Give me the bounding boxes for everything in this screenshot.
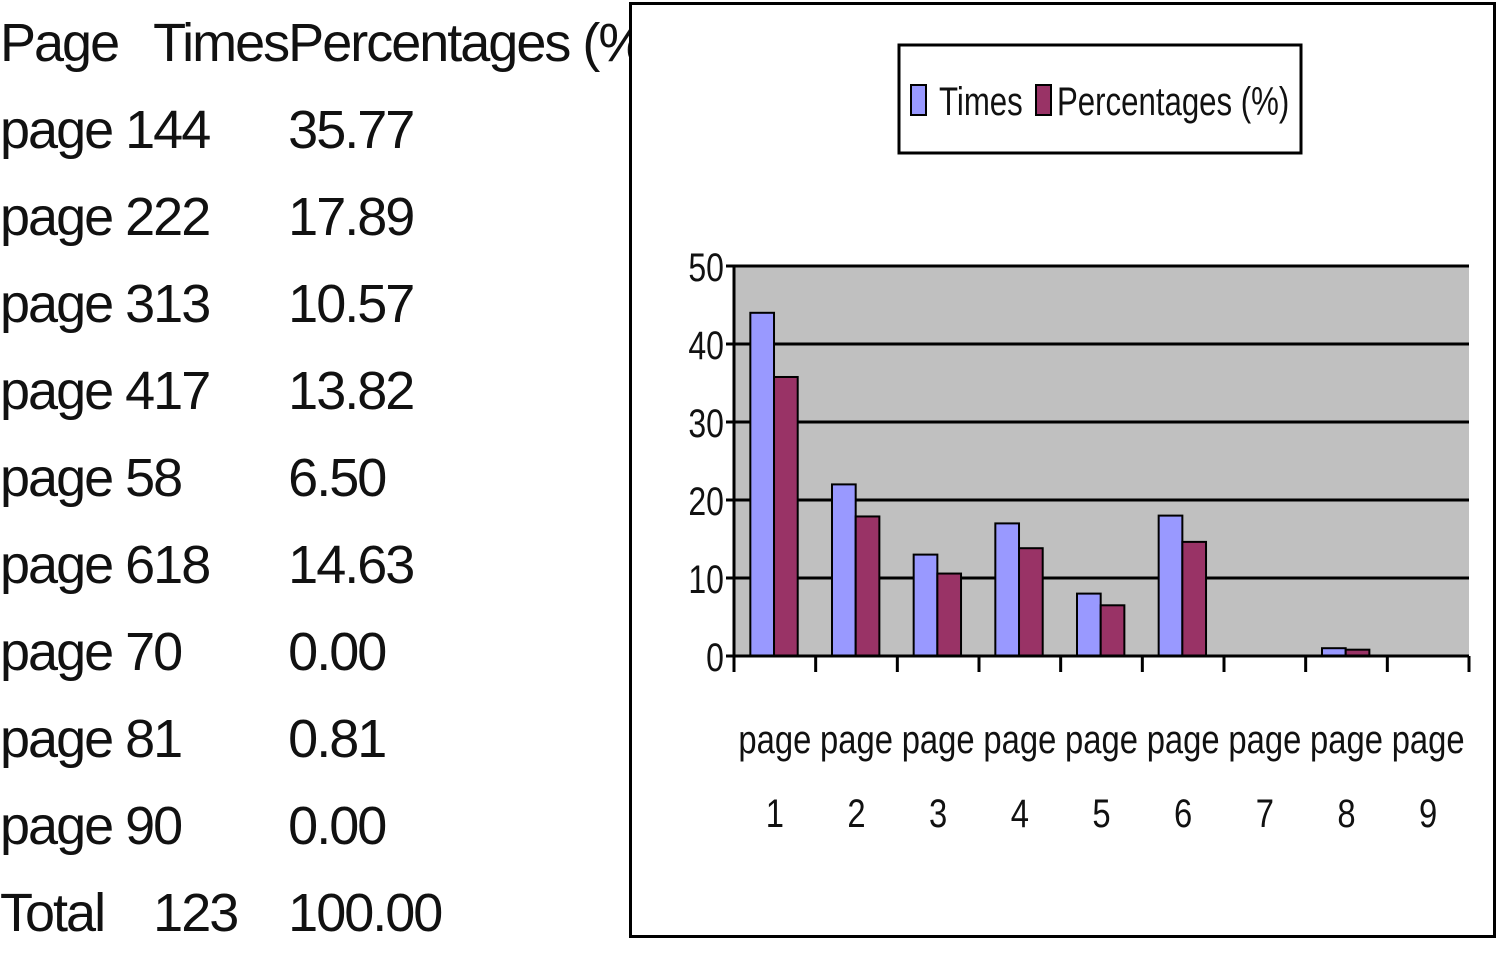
table-row: page 3 13 10.57 [0,261,660,348]
table-row: page 8 1 0.81 [0,696,660,783]
table-row: page 7 0 0.00 [0,609,660,696]
cell-times: 44 [153,100,211,160]
cell-page: page 1 [0,100,155,160]
cell-page: Total [0,883,106,943]
header-times: Times [153,13,290,73]
bar-percentages [854,515,881,658]
bar-percentages [1181,540,1208,657]
cell-times: 0 [153,622,183,682]
y-tick-label: 30 [688,401,724,446]
cell-percentage: 14.63 [288,535,415,595]
legend-label: Times [939,79,1023,124]
cell-page: page 4 [0,361,155,421]
table-row: Total 123 100.00 [0,870,660,957]
table-row: page 6 18 14.63 [0,522,660,609]
cell-times: 18 [153,535,211,595]
y-tick-label: 40 [688,323,724,368]
bar-times [1157,514,1184,657]
table-row: page 5 8 6.50 [0,435,660,522]
x-category-label: page 9 [1392,717,1465,836]
cell-percentage: 0.00 [288,622,387,682]
cell-times: 13 [153,274,211,334]
cell-page: page 5 [0,448,155,508]
x-category-label: page 8 [1310,717,1383,836]
legend-swatch [1035,84,1052,116]
cell-percentage: 10.57 [288,274,415,334]
table-row: page 9 0 0.00 [0,783,660,870]
table-row: page 2 22 17.89 [0,174,660,261]
x-category-label: page 4 [983,717,1056,836]
cell-times: 1 [153,709,183,769]
x-category-label: page 2 [820,717,893,836]
table-header-row: Page Times Percentages (%) [0,0,662,87]
cell-percentage: 17.89 [288,187,415,247]
bar-times [749,311,776,657]
cell-page: page 9 [0,796,155,856]
y-tick-label: 50 [688,245,724,290]
legend-label: Percentages (%) [1057,79,1289,124]
cell-times: 17 [153,361,211,421]
cell-times: 123 [153,883,239,943]
cell-percentage: 35.77 [288,100,415,160]
header-page: Page [0,13,120,73]
cell-page: page 6 [0,535,155,595]
cell-percentage: 6.50 [288,448,387,508]
bar-times [994,522,1021,658]
chart-frame: 0 10 20 30 40 50 page 1 page 2 page 3 page 4 page 5 page… [629,2,1496,938]
x-category-label: page 7 [1228,717,1301,836]
x-category-label: page 5 [1065,717,1138,836]
bar-times [831,483,857,657]
x-category-label: page 6 [1147,717,1220,836]
table-row: page 4 17 13.82 [0,348,660,435]
bar-percentages [1099,604,1126,657]
bar-times [912,553,939,657]
x-category-label: page 1 [738,717,811,836]
cell-page: page 2 [0,187,155,247]
bar-percentages [1018,547,1044,657]
cell-times: 22 [153,187,211,247]
table-body: page 1 44 35.77 page 2 22 17.89 page 3 13 10.57 p… [0,87,660,957]
cell-percentage: 100.00 [288,883,443,943]
cell-times: 8 [153,448,183,508]
bar-times [1076,592,1102,657]
legend-swatch [910,84,927,116]
bar-percentages [773,375,799,657]
table-row: page 1 44 35.77 [0,87,660,174]
cell-percentage: 0.81 [288,709,387,769]
y-tick-label: 0 [706,635,724,680]
bar-percentages [936,572,963,658]
cell-page: page 8 [0,709,155,769]
data-table: Page Times Percentages (%) page 1 44 35.77… [0,0,662,957]
cell-percentage: 0.00 [288,796,387,856]
header-percentages: Percentages (%) [288,13,662,73]
cell-times: 0 [153,796,183,856]
legend-box [897,43,1303,155]
x-category-label: page 3 [902,717,975,836]
y-tick-label: 10 [688,557,724,602]
cell-page: page 3 [0,274,155,334]
y-tick-label: 20 [688,479,724,524]
cell-percentage: 13.82 [288,361,415,421]
cell-page: page 7 [0,622,155,682]
